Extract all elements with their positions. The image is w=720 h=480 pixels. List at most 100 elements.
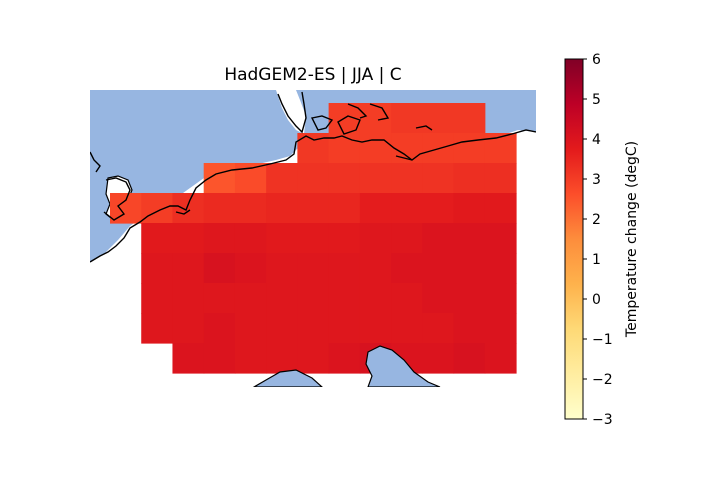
grid-cell bbox=[328, 283, 361, 314]
colorbar bbox=[564, 58, 584, 420]
grid-cell bbox=[453, 253, 486, 284]
grid-cell bbox=[359, 313, 392, 344]
grid-cell bbox=[328, 223, 361, 254]
grid-cell bbox=[141, 283, 174, 314]
grid-cell bbox=[297, 343, 330, 374]
grid-cell bbox=[234, 193, 267, 224]
grid-cell bbox=[266, 343, 298, 374]
grid-cell bbox=[328, 163, 361, 194]
grid-cell bbox=[297, 313, 330, 344]
colorbar-tick-label: 1 bbox=[592, 252, 601, 268]
colorbar-tick-label: −3 bbox=[592, 412, 613, 428]
grid-cell bbox=[422, 163, 455, 194]
grid-cell bbox=[484, 193, 517, 224]
scandinavia-land bbox=[276, 90, 306, 134]
grid-cell bbox=[391, 313, 423, 344]
grid-cell bbox=[172, 283, 205, 314]
grid-cell bbox=[453, 163, 486, 194]
grid-cell bbox=[172, 253, 205, 284]
grid-cell bbox=[328, 313, 361, 344]
grid-cell bbox=[453, 193, 486, 224]
colorbar-tick-label: 5 bbox=[592, 92, 601, 108]
grid-cell bbox=[266, 313, 298, 344]
grid-cell bbox=[391, 103, 423, 134]
grid-cell bbox=[266, 163, 298, 194]
adriatic-sea bbox=[365, 345, 441, 387]
grid-cell bbox=[172, 223, 205, 254]
grid-cell bbox=[203, 253, 236, 284]
colorbar-tick-label: 6 bbox=[592, 52, 601, 68]
coastlines bbox=[90, 91, 536, 263]
grid-cell bbox=[297, 223, 330, 254]
grid-cell bbox=[266, 283, 298, 314]
grid-cell bbox=[297, 163, 330, 194]
grid-cell bbox=[297, 193, 330, 224]
grid-cell bbox=[391, 283, 423, 314]
grid-cell bbox=[141, 313, 174, 344]
grid-cell bbox=[234, 283, 267, 314]
grid-cell bbox=[422, 253, 455, 284]
grid-cell bbox=[266, 223, 298, 254]
grid-cell bbox=[203, 223, 236, 254]
colorbar-tick-label: −2 bbox=[592, 372, 613, 388]
grid-cell bbox=[234, 343, 267, 374]
grid-cell bbox=[203, 343, 236, 374]
grid-cell bbox=[391, 223, 423, 254]
grid-cell bbox=[391, 193, 423, 224]
grid-cell bbox=[297, 253, 330, 284]
grid-cell bbox=[172, 343, 205, 374]
grid-cell bbox=[359, 283, 392, 314]
grid-cell bbox=[453, 313, 486, 344]
grid-cell bbox=[484, 253, 517, 284]
grid-cell bbox=[422, 283, 455, 314]
grid-cell bbox=[422, 313, 455, 344]
colorbar-tick-label: 4 bbox=[592, 132, 601, 148]
grid-cell bbox=[484, 283, 517, 314]
colorbar-label: Temperature change (degC) bbox=[624, 141, 640, 338]
grid-cell bbox=[203, 193, 236, 224]
grid-cell bbox=[453, 133, 486, 164]
grid-cell bbox=[391, 253, 423, 284]
grid-cell bbox=[266, 193, 298, 224]
grid-cell bbox=[484, 343, 517, 374]
grid-cell bbox=[422, 193, 455, 224]
grid-cell bbox=[422, 103, 455, 134]
grid-cell bbox=[141, 193, 174, 224]
grid-cell bbox=[234, 313, 267, 344]
grid-cell bbox=[234, 223, 267, 254]
grid-cell bbox=[453, 223, 486, 254]
map-area bbox=[90, 90, 536, 387]
grid-cell bbox=[359, 223, 392, 254]
grid-cell bbox=[203, 313, 236, 344]
grid-cell bbox=[422, 343, 455, 374]
grid-cell bbox=[359, 163, 392, 194]
grid-cell bbox=[484, 133, 517, 164]
grid-cell bbox=[453, 103, 486, 134]
grid-cell bbox=[484, 163, 517, 194]
colorbar-tick-label: 0 bbox=[592, 292, 601, 308]
ligurian-sea bbox=[252, 369, 323, 387]
grid-cell bbox=[391, 163, 423, 194]
grid-cell bbox=[234, 253, 267, 284]
grid-cell bbox=[203, 283, 236, 314]
baltic-sea bbox=[336, 90, 536, 112]
grid-cell bbox=[359, 193, 392, 224]
grid-cell bbox=[359, 133, 392, 164]
grid-cell bbox=[453, 283, 486, 314]
colorbar-tick-label: −1 bbox=[592, 332, 613, 348]
grid-cell bbox=[141, 253, 174, 284]
colorbar-ticks: 6 5 4 3 2 1 0 −1 −2 −3 bbox=[583, 52, 613, 428]
grid-cell bbox=[328, 343, 361, 374]
grid-cell bbox=[328, 253, 361, 284]
grid-cell bbox=[266, 253, 298, 284]
grid-cell bbox=[484, 223, 517, 254]
grid-cell bbox=[453, 343, 486, 374]
grid-cell bbox=[328, 193, 361, 224]
grid-cell bbox=[141, 223, 174, 254]
map-title: HadGEM2-ES | JJA | C bbox=[224, 65, 401, 85]
colorbar-tick-label: 3 bbox=[592, 172, 601, 188]
grid-cell bbox=[297, 283, 330, 314]
temperature-grid bbox=[110, 103, 517, 374]
grid-cell bbox=[172, 313, 205, 344]
